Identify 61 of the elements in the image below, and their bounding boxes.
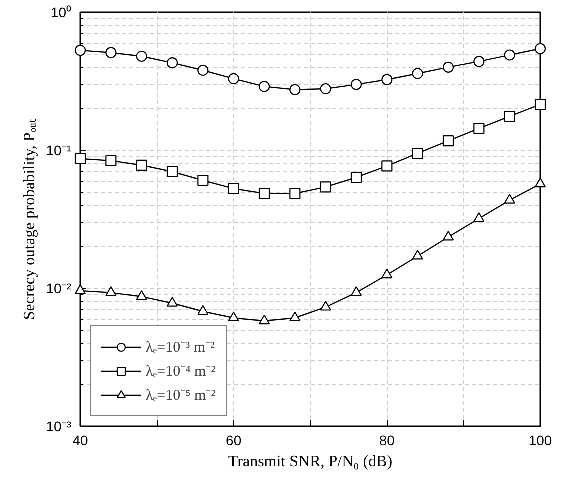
point	[320, 182, 332, 193]
point	[74, 45, 86, 56]
point	[74, 284, 86, 294]
point	[534, 99, 546, 110]
point	[74, 153, 86, 164]
point	[136, 50, 148, 62]
point	[106, 47, 117, 58]
x-tick-label: 80	[379, 432, 396, 448]
legend-label: λₑ=10⁻⁵ m⁻²	[146, 387, 216, 405]
point	[136, 290, 148, 300]
point	[442, 230, 454, 241]
point	[106, 155, 117, 166]
y-axis-title: Secrecy outage probability, Pₒᵤₜ	[21, 118, 38, 320]
legend-label: λₑ=10⁻³ m⁻²	[146, 339, 215, 357]
point	[198, 64, 209, 76]
point	[474, 123, 485, 134]
point	[166, 166, 178, 178]
x-tick-label: 60	[226, 432, 242, 448]
point	[320, 83, 332, 95]
point	[290, 312, 301, 322]
point	[290, 84, 301, 96]
point	[412, 148, 424, 160]
point	[442, 136, 454, 147]
point	[166, 58, 178, 69]
point	[320, 301, 332, 311]
point	[106, 286, 117, 296]
point	[166, 297, 178, 307]
point	[474, 212, 485, 222]
x-tick-label: 100	[528, 432, 552, 448]
point	[258, 314, 270, 325]
point	[382, 268, 393, 279]
point	[534, 178, 546, 188]
point	[504, 194, 516, 204]
x-axis-title: Transmit SNR, P/N₀ (dB)	[228, 454, 393, 470]
point	[442, 62, 454, 73]
y-tick-label: 10⁻²	[46, 280, 72, 296]
point	[504, 50, 516, 61]
y-tick-label: 10⁰	[50, 4, 72, 20]
point	[136, 160, 148, 171]
point	[350, 79, 362, 90]
point	[350, 286, 362, 296]
point	[382, 160, 393, 172]
point	[290, 188, 301, 200]
point	[412, 68, 424, 80]
point	[198, 305, 209, 316]
point	[228, 183, 240, 194]
point	[412, 250, 424, 260]
y-tick-label: 10⁻¹	[46, 142, 72, 158]
point	[382, 74, 393, 86]
point	[350, 172, 362, 184]
point	[228, 73, 240, 84]
point	[534, 43, 546, 54]
point	[504, 111, 516, 122]
y-tick-label: 10⁻³	[46, 418, 72, 434]
point	[258, 81, 270, 92]
point	[198, 175, 209, 186]
point	[474, 56, 485, 68]
point	[258, 188, 270, 200]
point	[228, 312, 240, 322]
legend-label: λₑ=10⁻⁴ m⁻²	[146, 363, 216, 381]
x-tick-label: 40	[72, 432, 88, 448]
